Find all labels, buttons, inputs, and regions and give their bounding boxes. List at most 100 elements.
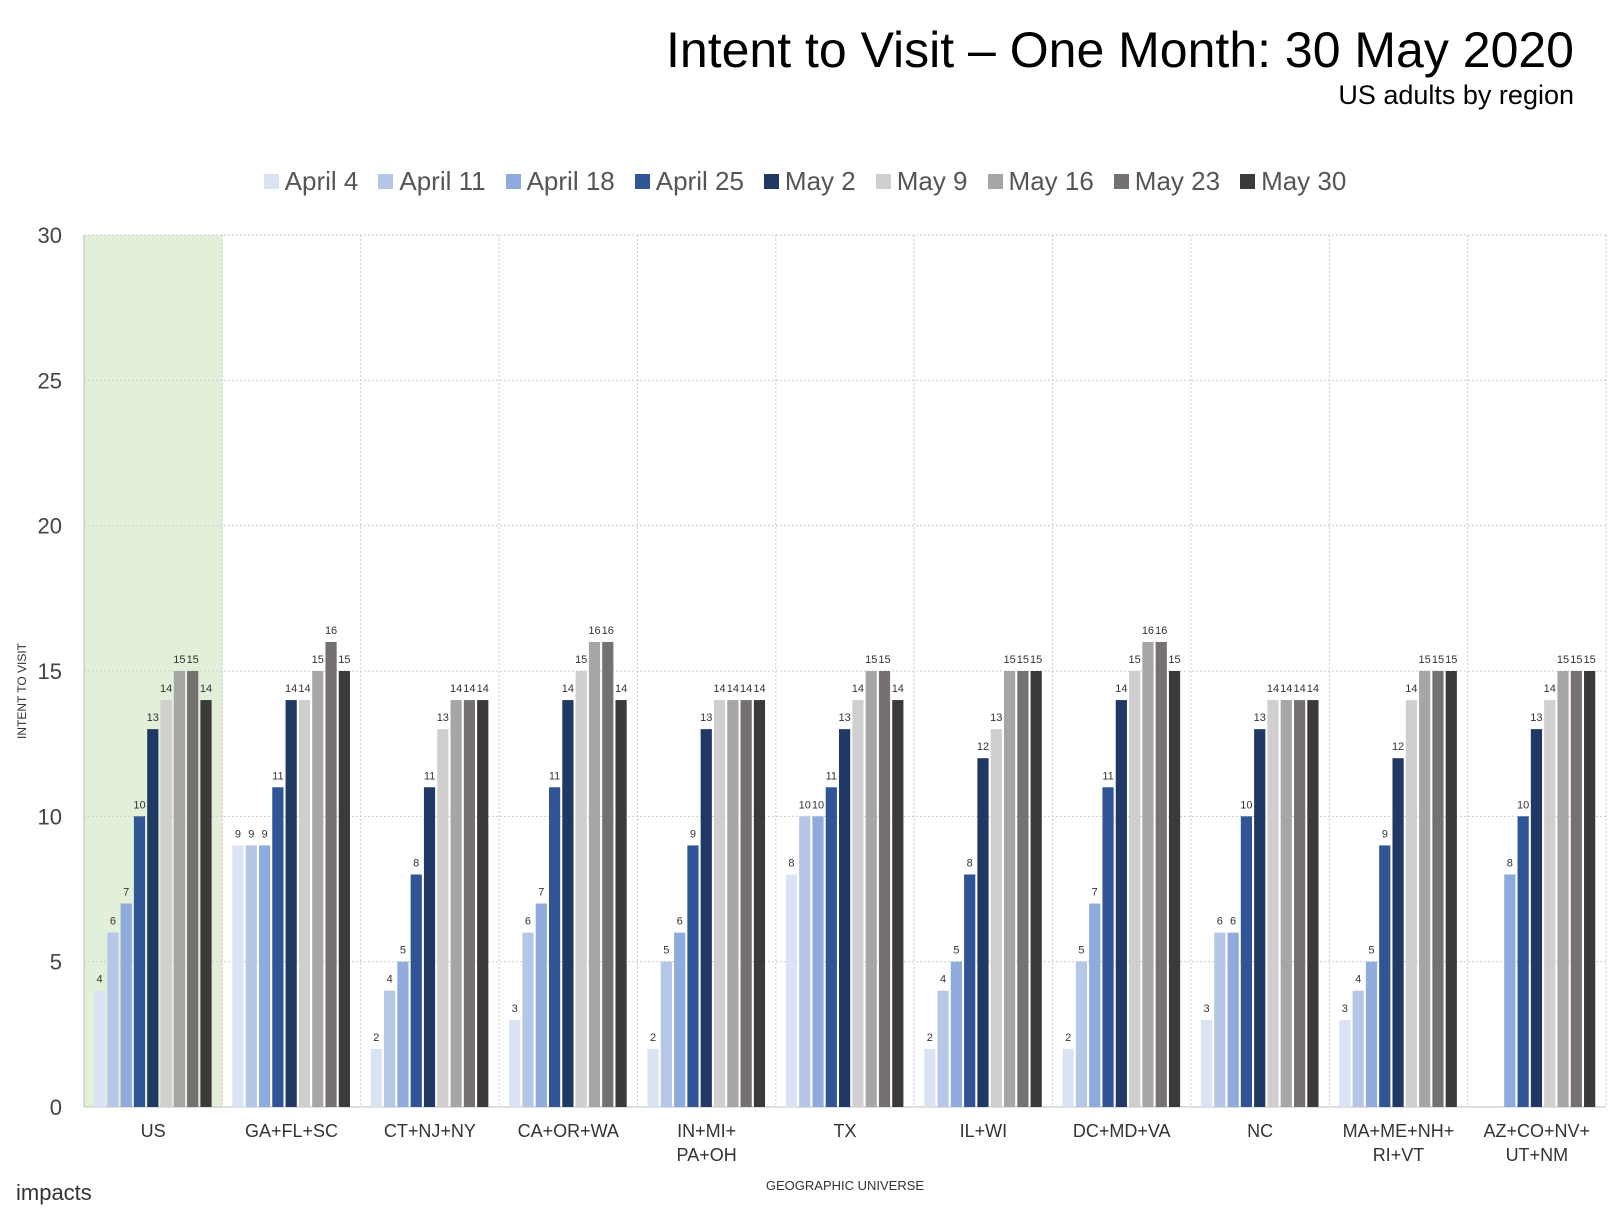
x-axis-label: GEOGRAPHIC UNIVERSE <box>765 1178 925 1193</box>
data-label: 6 <box>1217 916 1223 928</box>
data-label: 7 <box>538 887 544 899</box>
bar <box>674 932 686 1107</box>
bar <box>1254 729 1266 1107</box>
bar <box>147 729 159 1107</box>
bar <box>1168 671 1181 1107</box>
legend-swatch <box>634 174 650 189</box>
data-label: 5 <box>953 945 959 957</box>
y-axis-label: INTENT TO VISIT <box>15 642 29 740</box>
data-label: 9 <box>690 828 696 840</box>
data-label: 6 <box>1230 916 1236 928</box>
bar <box>713 700 726 1107</box>
bar <box>232 845 244 1107</box>
data-label: 14 <box>562 683 574 695</box>
data-label: 3 <box>512 1003 518 1015</box>
bar <box>1392 758 1404 1107</box>
legend-item: April 18 <box>505 166 615 197</box>
legend-label: May 30 <box>1261 166 1347 196</box>
bar <box>1102 787 1114 1107</box>
data-label: 12 <box>1392 741 1404 753</box>
data-label: 10 <box>1240 799 1252 811</box>
data-label: 10 <box>133 799 145 811</box>
data-label: 9 <box>1382 828 1388 840</box>
y-tick-label: 20 <box>38 514 62 539</box>
y-tick-label: 30 <box>38 223 62 248</box>
data-label: 10 <box>799 799 811 811</box>
legend-label: April 18 <box>526 166 615 196</box>
data-label: 13 <box>437 712 449 724</box>
bar <box>187 671 199 1107</box>
bar <box>1214 932 1226 1107</box>
bar <box>410 874 422 1107</box>
bar <box>272 787 284 1107</box>
bar <box>1379 845 1391 1107</box>
legend-item: April 25 <box>634 166 744 197</box>
bar <box>1267 700 1279 1107</box>
data-label: 14 <box>892 683 904 695</box>
bar <box>397 961 409 1107</box>
bar <box>852 700 864 1107</box>
legend-swatch <box>263 174 279 189</box>
data-label: 8 <box>413 857 419 869</box>
bar <box>1142 641 1154 1107</box>
bar <box>740 700 752 1107</box>
bar <box>865 671 877 1107</box>
data-label: 5 <box>663 945 669 957</box>
bar <box>562 700 574 1107</box>
bar <box>700 729 712 1107</box>
data-label: 11 <box>424 770 435 782</box>
bar <box>94 990 106 1107</box>
data-label: 2 <box>373 1032 379 1044</box>
x-tick-label: TX <box>833 1121 856 1141</box>
bar <box>799 816 811 1107</box>
bar <box>1155 641 1167 1107</box>
data-label: 14 <box>450 683 462 695</box>
x-tick-label: NC <box>1247 1121 1273 1141</box>
bar <box>977 758 989 1107</box>
bar <box>509 1019 521 1107</box>
bar <box>325 641 337 1107</box>
y-tick-label: 5 <box>50 950 62 975</box>
data-label: 14 <box>298 683 310 695</box>
data-label: 2 <box>650 1032 656 1044</box>
bar <box>437 729 449 1107</box>
x-tick-label: IL+WI <box>960 1121 1008 1141</box>
bar <box>463 700 476 1107</box>
bar <box>312 671 324 1107</box>
data-label: 4 <box>1355 974 1361 986</box>
data-label: 15 <box>1129 654 1141 666</box>
bar <box>548 787 561 1107</box>
chart-subtitle: US adults by region <box>1338 80 1574 110</box>
bar <box>173 671 185 1107</box>
y-tick-label: 10 <box>38 804 62 829</box>
y-tick-label: 25 <box>38 368 62 393</box>
data-label: 8 <box>967 857 973 869</box>
data-label: 15 <box>1570 654 1582 666</box>
data-label: 12 <box>977 741 989 753</box>
data-label: 16 <box>1155 625 1167 637</box>
bar <box>1517 816 1529 1107</box>
x-tick-label: CT+NJ+NY <box>384 1121 476 1141</box>
bar <box>200 700 212 1107</box>
data-label: 14 <box>1293 683 1305 695</box>
data-label: 8 <box>1507 857 1513 869</box>
bar <box>133 816 146 1107</box>
legend-swatch <box>763 174 779 189</box>
bar <box>1089 903 1101 1107</box>
bar <box>1280 700 1292 1107</box>
bar <box>602 641 614 1107</box>
bar <box>1419 671 1431 1107</box>
data-label: 15 <box>173 654 185 666</box>
data-label: 13 <box>1530 712 1542 724</box>
data-label: 16 <box>602 625 614 637</box>
bar <box>1200 1019 1213 1107</box>
bar <box>1432 671 1444 1107</box>
bar <box>647 1048 659 1107</box>
bar <box>839 729 851 1107</box>
bar <box>727 700 739 1107</box>
chart-title: Intent to Visit – One Month: 30 May 2020 <box>666 22 1574 78</box>
data-label: 16 <box>325 625 337 637</box>
impacts-logo: impacts <box>16 1180 92 1205</box>
legend-item: April 4 <box>263 166 358 197</box>
